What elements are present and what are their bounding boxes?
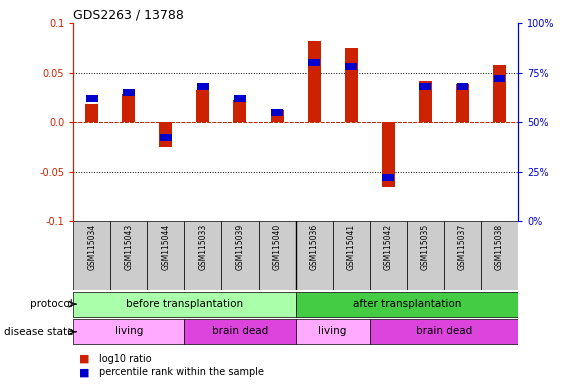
- Text: GSM115039: GSM115039: [235, 224, 244, 270]
- Bar: [234, 100, 247, 122]
- Bar: [296, 221, 333, 290]
- Bar: [159, 122, 172, 147]
- Bar: [406, 221, 444, 290]
- Bar: [370, 319, 518, 344]
- Text: ■: ■: [79, 354, 90, 364]
- Text: protocol: protocol: [30, 299, 73, 309]
- Bar: [185, 221, 221, 290]
- Text: GSM115041: GSM115041: [347, 224, 356, 270]
- Bar: [73, 292, 296, 316]
- Text: GSM115033: GSM115033: [198, 224, 207, 270]
- Bar: [185, 319, 296, 344]
- Bar: [73, 221, 110, 290]
- Bar: [234, 95, 246, 102]
- Text: GDS2263 / 13788: GDS2263 / 13788: [73, 9, 184, 22]
- Bar: [296, 319, 370, 344]
- Bar: [333, 221, 370, 290]
- Bar: [160, 134, 172, 141]
- Bar: [345, 48, 358, 122]
- Bar: [123, 89, 135, 96]
- Text: GSM115038: GSM115038: [495, 224, 504, 270]
- Bar: [296, 292, 518, 316]
- Text: GSM115037: GSM115037: [458, 224, 467, 270]
- Bar: [382, 174, 394, 181]
- Bar: [122, 94, 135, 122]
- Bar: [444, 221, 481, 290]
- Text: percentile rank within the sample: percentile rank within the sample: [99, 367, 263, 377]
- Text: GSM115043: GSM115043: [124, 224, 133, 270]
- Bar: [110, 221, 148, 290]
- Bar: [345, 63, 357, 70]
- Bar: [382, 122, 395, 187]
- Bar: [221, 221, 258, 290]
- Bar: [258, 221, 296, 290]
- Bar: [419, 81, 432, 122]
- Bar: [196, 90, 209, 122]
- Bar: [456, 84, 469, 122]
- Text: disease state: disease state: [4, 327, 73, 337]
- Bar: [370, 221, 406, 290]
- Text: ■: ■: [79, 367, 90, 377]
- Text: GSM115034: GSM115034: [87, 224, 96, 270]
- Text: before transplantation: before transplantation: [126, 299, 243, 309]
- Bar: [481, 221, 518, 290]
- Text: brain dead: brain dead: [212, 326, 268, 336]
- Text: GSM115036: GSM115036: [310, 224, 319, 270]
- Bar: [307, 41, 320, 122]
- Bar: [419, 83, 431, 90]
- Bar: [197, 83, 209, 90]
- Bar: [148, 221, 185, 290]
- Text: brain dead: brain dead: [415, 326, 472, 336]
- Text: living: living: [115, 326, 143, 336]
- Bar: [86, 95, 97, 102]
- Text: GSM115042: GSM115042: [384, 224, 393, 270]
- Text: living: living: [319, 326, 347, 336]
- Bar: [271, 109, 283, 116]
- Bar: [309, 59, 320, 66]
- Bar: [457, 83, 468, 90]
- Text: GSM115035: GSM115035: [421, 224, 430, 270]
- Bar: [73, 319, 185, 344]
- Bar: [271, 110, 284, 122]
- Text: log10 ratio: log10 ratio: [99, 354, 151, 364]
- Text: GSM115044: GSM115044: [162, 224, 171, 270]
- Text: after transplantation: after transplantation: [352, 299, 461, 309]
- Text: GSM115040: GSM115040: [272, 224, 282, 270]
- Bar: [85, 104, 98, 122]
- Bar: [494, 75, 505, 82]
- Bar: [493, 65, 506, 122]
